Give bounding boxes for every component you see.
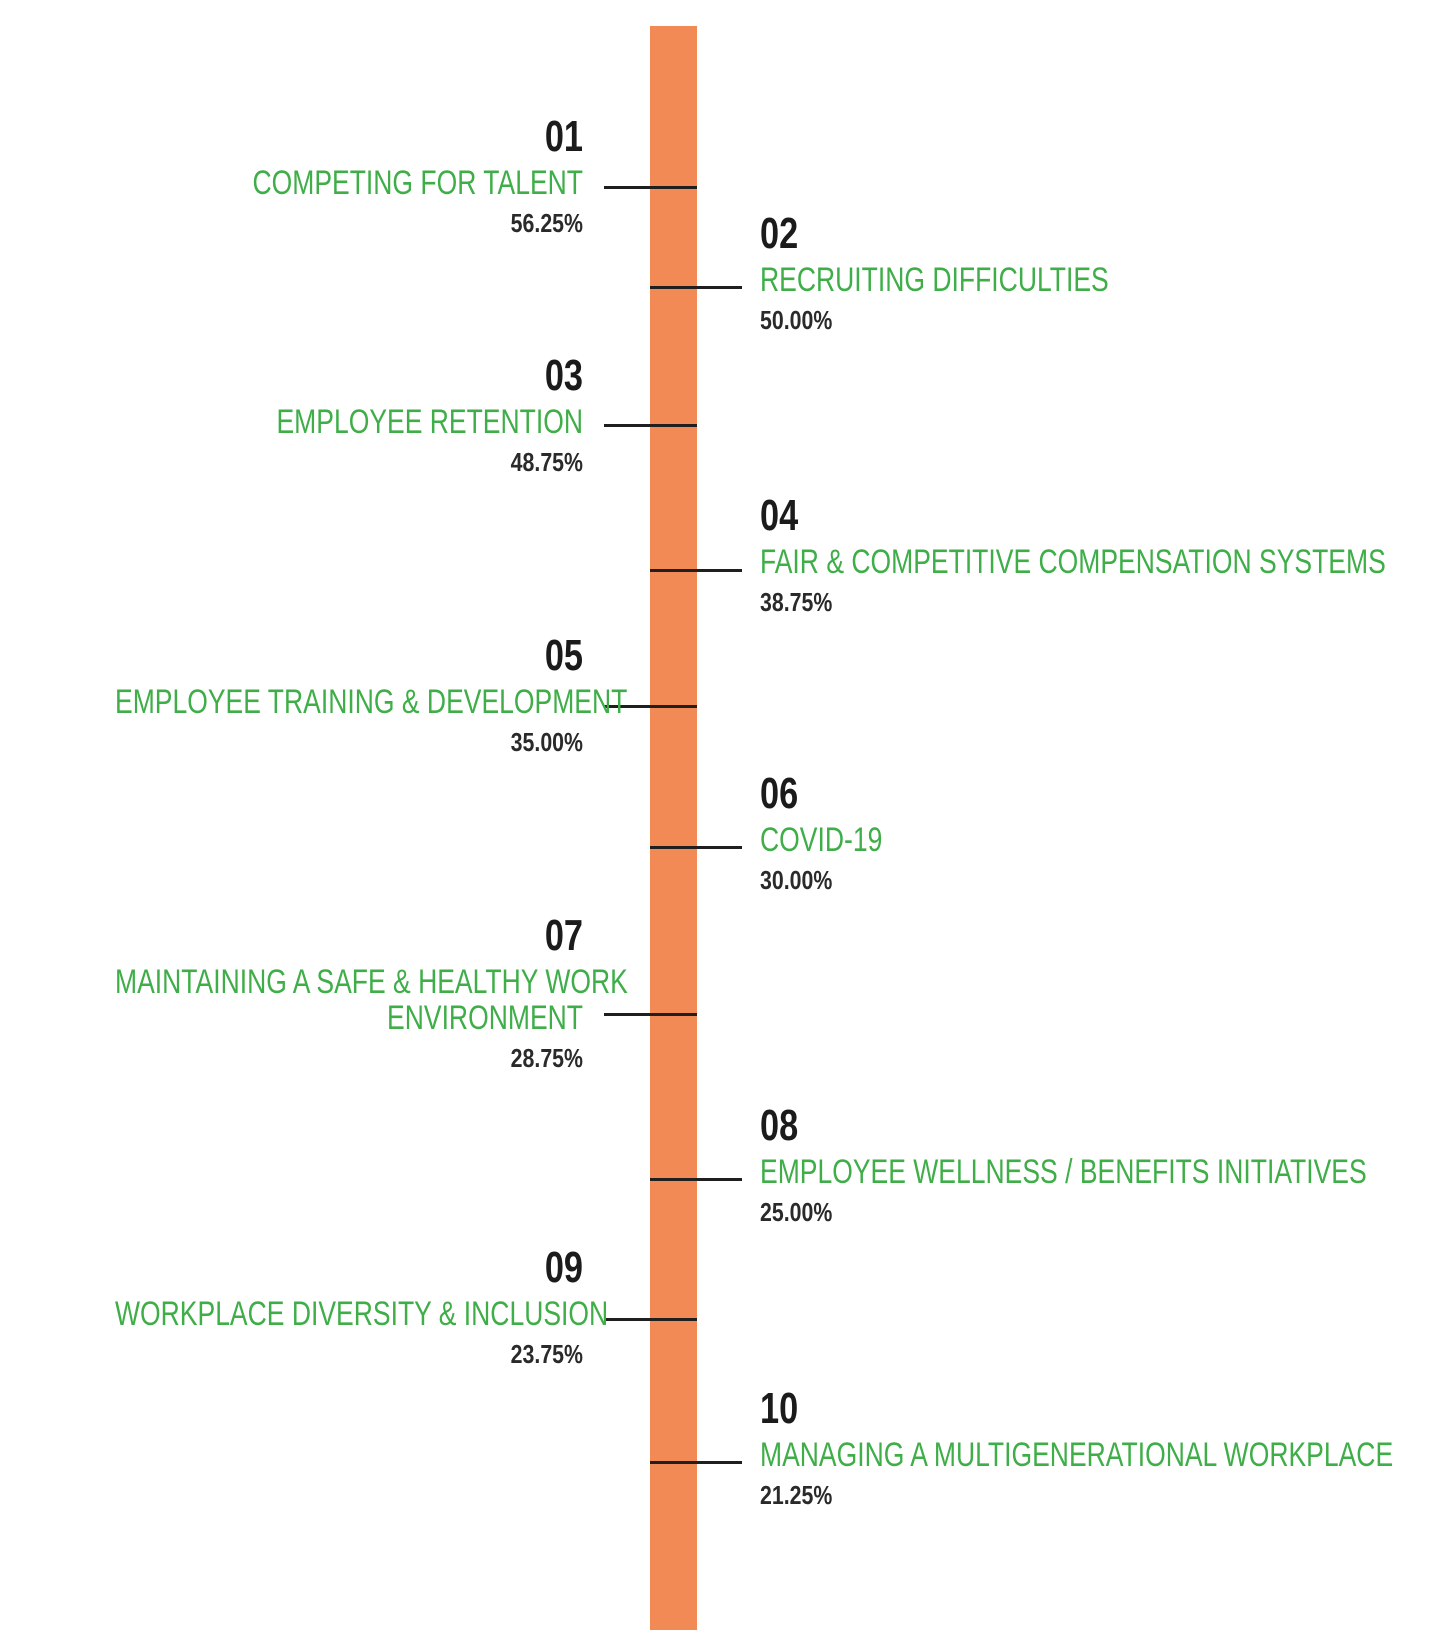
entry-percent: 21.25% — [760, 1480, 833, 1510]
entry-rank: 10 — [760, 1384, 799, 1433]
entry-percent: 35.00% — [510, 727, 583, 757]
timeline-entry-09: 09 WORKPLACE DIVERSITY & INCLUSION 23.75… — [0, 1243, 609, 1370]
entry-label: EMPLOYEE WELLNESS / BENEFITS INITIATIVES — [760, 1153, 1367, 1191]
entry-rank: 07 — [544, 911, 583, 960]
timeline-entry-07: 07 MAINTAINING A SAFE & HEALTHY WORK ENV… — [0, 911, 628, 1074]
entry-label-line-2: ENVIRONMENT — [387, 999, 583, 1037]
tick-01 — [604, 186, 697, 189]
entry-percent: 30.00% — [760, 865, 833, 895]
entry-percent: 50.00% — [760, 305, 833, 335]
tick-04 — [650, 569, 742, 572]
entry-label: COMPETING FOR TALENT — [252, 164, 583, 202]
entry-percent: 23.75% — [510, 1339, 583, 1369]
entry-rank: 09 — [544, 1243, 583, 1292]
tick-06 — [650, 846, 742, 849]
timeline-entry-03: 03 EMPLOYEE RETENTION 48.75% — [0, 352, 583, 478]
entry-label: FAIR & COMPETITIVE COMPENSATION SYSTEMS — [760, 543, 1386, 581]
tick-09 — [604, 1318, 697, 1321]
entry-label-line-1: MAINTAINING A SAFE & HEALTHY WORK — [115, 963, 628, 1001]
timeline-entry-05: 05 EMPLOYEE TRAINING & DEVELOPMENT 35.00… — [0, 631, 628, 758]
tick-08 — [650, 1178, 742, 1181]
timeline-entry-02: 02 RECRUITING DIFFICULTIES 50.00% — [760, 210, 1360, 336]
timeline-entry-10: 10 MANAGING A MULTIGENERATIONAL WORKPLAC… — [760, 1384, 1394, 1511]
entry-percent: 28.75% — [510, 1043, 583, 1073]
entry-rank: 08 — [760, 1101, 799, 1150]
entry-percent: 25.00% — [760, 1197, 833, 1227]
entry-percent: 56.25% — [510, 208, 583, 238]
timeline-entry-06: 06 COVID-19 30.00% — [760, 770, 1360, 896]
tick-05 — [604, 705, 697, 708]
entry-rank: 06 — [760, 769, 799, 818]
entry-label: RECRUITING DIFFICULTIES — [760, 261, 1109, 299]
timeline-entry-04: 04 FAIR & COMPETITIVE COMPENSATION SYSTE… — [760, 491, 1386, 618]
tick-03 — [604, 424, 697, 427]
timeline-entry-01: 01 COMPETING FOR TALENT 56.25% — [0, 113, 583, 239]
timeline-spine — [650, 26, 697, 1630]
tick-10 — [650, 1461, 742, 1464]
entry-label: EMPLOYEE TRAINING & DEVELOPMENT — [115, 683, 628, 721]
entry-percent: 48.75% — [510, 447, 583, 477]
entry-rank: 05 — [544, 631, 583, 680]
entry-rank: 04 — [760, 491, 799, 540]
entry-label: MANAGING A MULTIGENERATIONAL WORKPLACE — [760, 1436, 1394, 1474]
entry-rank: 01 — [544, 112, 583, 161]
entry-percent: 38.75% — [760, 587, 833, 617]
tick-07 — [604, 1013, 697, 1016]
entry-label: COVID-19 — [760, 821, 883, 859]
tick-02 — [650, 286, 742, 289]
entry-rank: 02 — [760, 209, 799, 258]
timeline-entry-08: 08 EMPLOYEE WELLNESS / BENEFITS INITIATI… — [760, 1101, 1367, 1228]
entry-label: EMPLOYEE RETENTION — [276, 403, 583, 441]
entry-label: WORKPLACE DIVERSITY & INCLUSION — [115, 1295, 609, 1333]
entry-rank: 03 — [544, 351, 583, 400]
